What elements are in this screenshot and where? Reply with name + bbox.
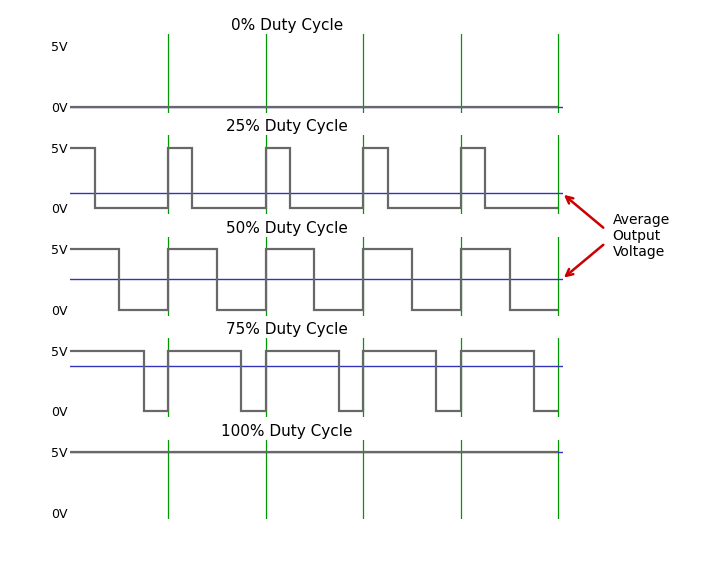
- Title: 100% Duty Cycle: 100% Duty Cycle: [222, 424, 353, 439]
- Text: Average
Output
Voltage: Average Output Voltage: [612, 213, 670, 259]
- Title: 0% Duty Cycle: 0% Duty Cycle: [231, 17, 344, 33]
- Title: 50% Duty Cycle: 50% Duty Cycle: [226, 221, 348, 236]
- Title: 75% Duty Cycle: 75% Duty Cycle: [226, 322, 348, 337]
- Title: 25% Duty Cycle: 25% Duty Cycle: [226, 119, 348, 134]
